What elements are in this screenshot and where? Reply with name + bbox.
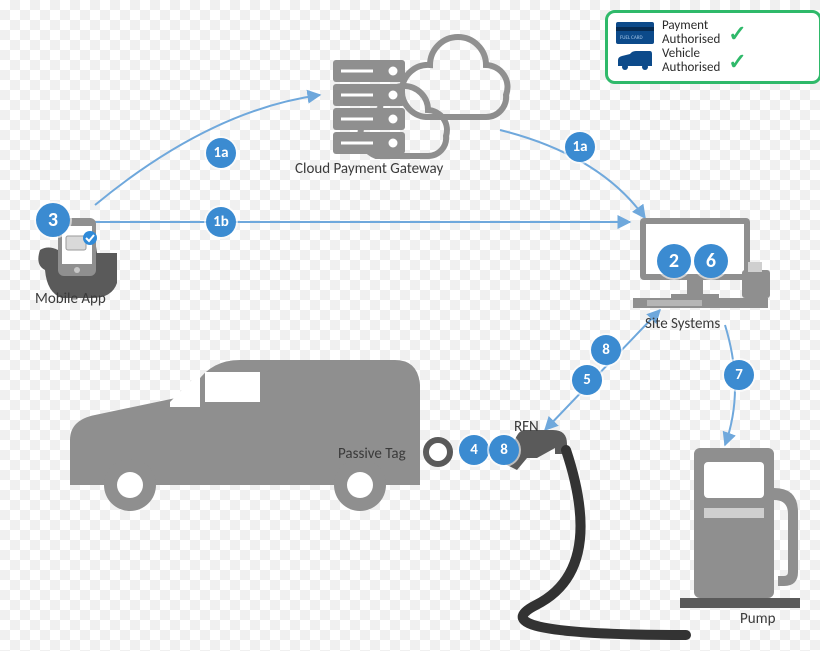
step-8-a: 8 xyxy=(591,335,621,365)
passive-tag-icon xyxy=(426,440,450,464)
step-7: 7 xyxy=(724,360,754,390)
step-1a-b: 1a xyxy=(565,132,595,162)
van-icon xyxy=(70,360,450,511)
legend-row-vehicle: VehicleAuthorised ✓ xyxy=(616,47,811,75)
step-1a-a: 1a xyxy=(206,138,236,168)
step-2: 2 xyxy=(657,244,691,278)
step-3: 3 xyxy=(36,203,70,237)
step-4: 4 xyxy=(459,435,489,465)
legend-text-vehicle: VehicleAuthorised xyxy=(662,47,720,74)
label-pump: Pump xyxy=(740,610,776,628)
cloud-gateway-icon xyxy=(333,37,508,156)
legend-row-payment: FUEL CARD PaymentAuthorised ✓ xyxy=(616,19,811,47)
label-site-systems: Site Systems xyxy=(645,315,720,333)
step-1b: 1b xyxy=(206,207,236,237)
rfn-nozzle-icon xyxy=(505,430,686,635)
legend-text-payment: PaymentAuthorised xyxy=(662,19,720,46)
edge-site-to-rfn xyxy=(545,310,660,430)
label-passive-tag: Passive Tag xyxy=(338,445,406,463)
van-mini-icon xyxy=(616,50,654,72)
label-mobile-app: Mobile App xyxy=(35,290,106,308)
check-icon: ✓ xyxy=(728,20,746,47)
step-8-b: 8 xyxy=(489,435,519,465)
fuel-card-icon: FUEL CARD xyxy=(616,22,654,44)
svg-text:FUEL CARD: FUEL CARD xyxy=(620,35,643,41)
check-icon: ✓ xyxy=(728,48,746,75)
label-cloud: Cloud Payment Gateway xyxy=(295,160,443,178)
label-rfn: RFN xyxy=(514,418,539,436)
step-6: 6 xyxy=(694,244,728,278)
authorisation-legend: FUEL CARD PaymentAuthorised ✓ VehicleAut… xyxy=(605,10,820,84)
step-5: 5 xyxy=(572,365,602,395)
pump-icon xyxy=(680,448,800,608)
